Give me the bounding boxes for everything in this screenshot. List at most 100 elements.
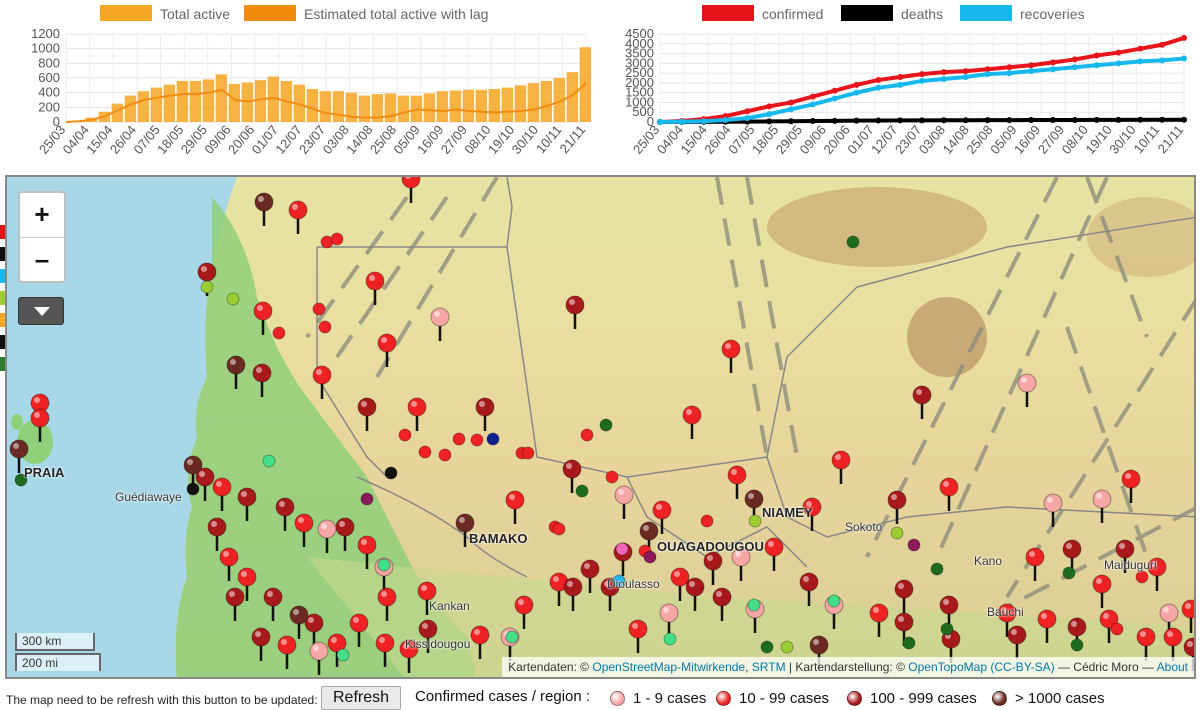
pin-shine <box>199 471 205 477</box>
zoom-in-button[interactable]: + <box>34 199 50 229</box>
pin-shine <box>361 539 367 545</box>
pin-head <box>799 572 819 592</box>
pin-head <box>1159 603 1179 623</box>
data-point <box>940 69 947 76</box>
legend-swatch <box>100 5 152 21</box>
data-point <box>1115 49 1122 56</box>
case-pin <box>721 339 741 373</box>
bar <box>189 80 202 122</box>
pin-shine <box>1187 641 1193 647</box>
pin-shine <box>803 576 809 582</box>
pin-shine <box>735 551 741 557</box>
pin-head <box>475 397 495 417</box>
pin-head <box>312 365 332 385</box>
opentopomap-link[interactable]: OpenTopoMap <box>908 660 988 674</box>
pin-head <box>831 450 851 470</box>
y-tick-label: 1200 <box>31 26 60 41</box>
pin-shine <box>298 517 304 523</box>
case-pin <box>470 625 490 659</box>
data-point <box>1159 116 1166 123</box>
data-point <box>984 117 991 124</box>
pin-head <box>226 355 246 375</box>
case-dot-marker <box>14 473 28 487</box>
data-point <box>1137 45 1144 52</box>
y-tick-label: 2500 <box>625 65 654 80</box>
case-dot-marker <box>262 454 276 468</box>
refresh-note: The map need to be refresh with this but… <box>6 693 318 707</box>
pin-shine <box>674 571 680 577</box>
pin-head <box>1163 627 1183 647</box>
cases-map[interactable]: PRAIA Guédiawaye BAMAKO NIAMEY OUAGADOUG… <box>5 175 1196 679</box>
bar <box>137 91 150 122</box>
pin-head <box>289 605 309 625</box>
bar <box>436 91 449 122</box>
case-dot-marker <box>272 326 286 340</box>
about-link[interactable]: About <box>1156 660 1188 674</box>
case-dot-marker <box>418 445 432 459</box>
case-pin <box>275 497 295 531</box>
case-dot-marker <box>760 640 774 654</box>
license-link[interactable]: (CC-BY-SA) <box>990 660 1055 674</box>
osm-link[interactable]: OpenStreetMap-Mitwirkende <box>592 660 746 674</box>
pin-head <box>1092 489 1112 509</box>
pin-head <box>563 577 583 597</box>
x-tick-label: 10/11 <box>533 122 565 156</box>
pin-shine <box>584 563 590 569</box>
data-point <box>1159 57 1166 64</box>
case-dot-marker <box>575 484 589 498</box>
y-tick-label: 4000 <box>625 36 654 51</box>
data-point <box>853 81 860 88</box>
data-point <box>809 93 816 100</box>
srtm-link[interactable]: SRTM <box>751 660 786 674</box>
case-pin <box>377 587 397 621</box>
pin-shine <box>748 493 754 499</box>
case-pin <box>1092 489 1112 523</box>
case-dot-marker <box>186 482 200 496</box>
y-tick-label: 200 <box>38 99 60 114</box>
pin-shine <box>943 599 949 605</box>
case-pin <box>1121 469 1141 503</box>
case-pin <box>183 455 203 489</box>
city-label-kissidougou: Kissidougou <box>405 637 471 651</box>
legend-dot-100-999 <box>847 690 862 706</box>
pin-head <box>1121 469 1141 489</box>
pin-shine <box>1140 631 1146 637</box>
data-point <box>1093 62 1100 69</box>
case-dot-marker <box>312 302 326 316</box>
x-tick-label: 26/04 <box>701 122 733 157</box>
case-pin <box>1115 539 1135 573</box>
data-point <box>897 117 904 124</box>
data-point <box>897 81 904 88</box>
pin-shine <box>768 541 774 547</box>
layers-dropdown-button[interactable] <box>18 297 64 325</box>
x-tick-label: 15/04 <box>678 122 710 157</box>
data-point <box>831 117 838 124</box>
pin-shine <box>873 607 879 613</box>
case-pin <box>799 572 819 606</box>
case-pin <box>939 595 959 629</box>
x-tick-label: 07/05 <box>725 122 757 157</box>
pin-shine <box>13 443 19 449</box>
pin-head <box>682 405 702 425</box>
case-pin <box>1099 609 1119 643</box>
pin-shine <box>211 521 217 527</box>
case-pin <box>263 587 283 621</box>
data-point <box>1159 41 1166 48</box>
pin-head <box>277 635 297 655</box>
legend-label: confirmed <box>762 6 823 22</box>
legend-1000-plus: > 1000 cases <box>992 687 1105 709</box>
pin-shine <box>223 551 229 557</box>
pin-head <box>869 603 889 623</box>
case-pin <box>1163 627 1183 661</box>
zoom-out-button[interactable]: – <box>20 237 64 281</box>
pin-head <box>197 262 217 282</box>
pin-head <box>1181 599 1194 619</box>
x-tick-label: 21/11 <box>1155 122 1187 156</box>
case-pin <box>580 559 600 593</box>
case-pin <box>195 467 215 501</box>
pin-shine <box>891 494 897 500</box>
pin-shine <box>731 469 737 475</box>
case-dot-marker <box>336 648 350 662</box>
refresh-button[interactable]: Refresh <box>321 686 401 710</box>
pin-shine <box>313 645 319 651</box>
